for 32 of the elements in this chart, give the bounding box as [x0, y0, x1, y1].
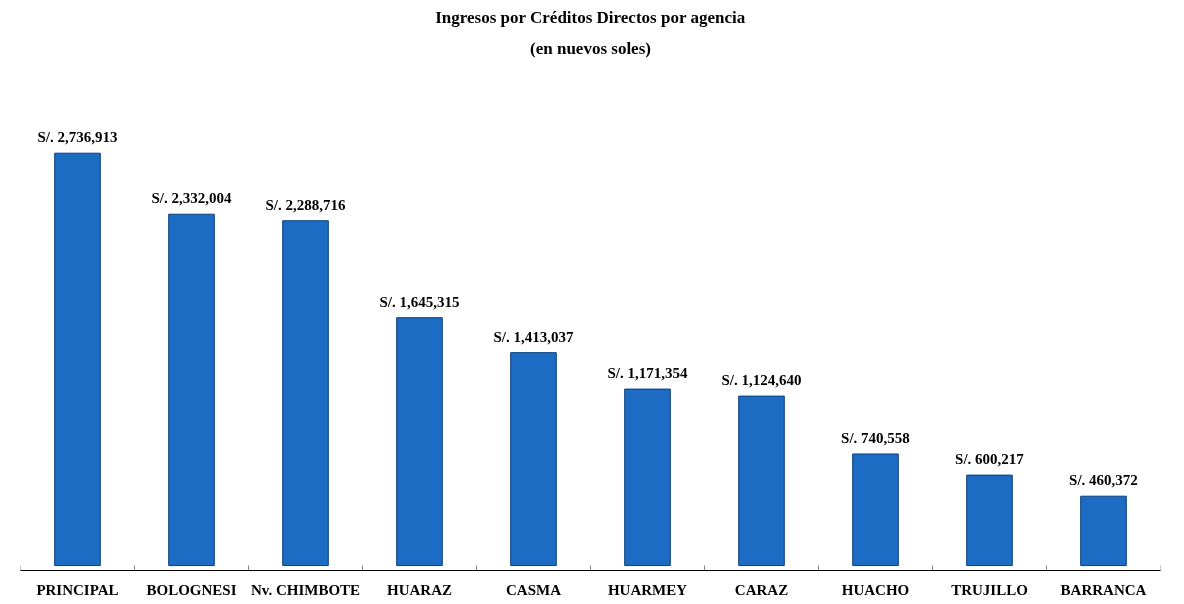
- x-tick-label: CARAZ: [734, 581, 789, 598]
- bar: [168, 213, 215, 567]
- bar: [282, 220, 329, 567]
- bar: [966, 474, 1013, 567]
- x-tick-label: HUARMEY: [607, 581, 688, 598]
- x-tick-label: BOLOGNESI: [146, 581, 237, 598]
- data-label: S/. 1,645,315: [379, 293, 460, 310]
- data-label: S/. 2,332,004: [151, 190, 232, 207]
- bar: [396, 317, 443, 567]
- data-label: S/. 600,217: [955, 451, 1025, 468]
- x-tick-label: TRUJILLO: [951, 581, 1028, 598]
- bar: [54, 152, 101, 567]
- bar: [738, 395, 785, 567]
- data-label: S/. 1,171,354: [607, 365, 688, 382]
- chart-subtitle: (en nuevos soles): [530, 38, 651, 58]
- bar: [1080, 495, 1127, 567]
- chart-title: Ingresos por Créditos Directos por agencia: [435, 7, 746, 27]
- data-label: S/. 2,736,913: [37, 129, 118, 146]
- bar: [510, 352, 557, 567]
- data-label: S/. 2,288,716: [265, 196, 346, 213]
- x-tick-label: HUARAZ: [387, 581, 453, 598]
- x-tick-label: CASMA: [506, 581, 562, 598]
- x-tick-label: BARRANCA: [1060, 581, 1147, 598]
- bar: [624, 388, 671, 567]
- bar: [852, 453, 899, 567]
- x-tick-label: HUACHO: [841, 581, 910, 598]
- data-label: S/. 460,372: [1069, 472, 1138, 489]
- data-label: S/. 1,124,640: [721, 372, 802, 389]
- x-tick-label: Nv. CHIMBOTE: [250, 581, 361, 598]
- data-label: S/. 740,558: [841, 429, 910, 446]
- data-label: S/. 1,413,037: [493, 328, 574, 345]
- x-tick-label: PRINCIPAL: [36, 581, 119, 598]
